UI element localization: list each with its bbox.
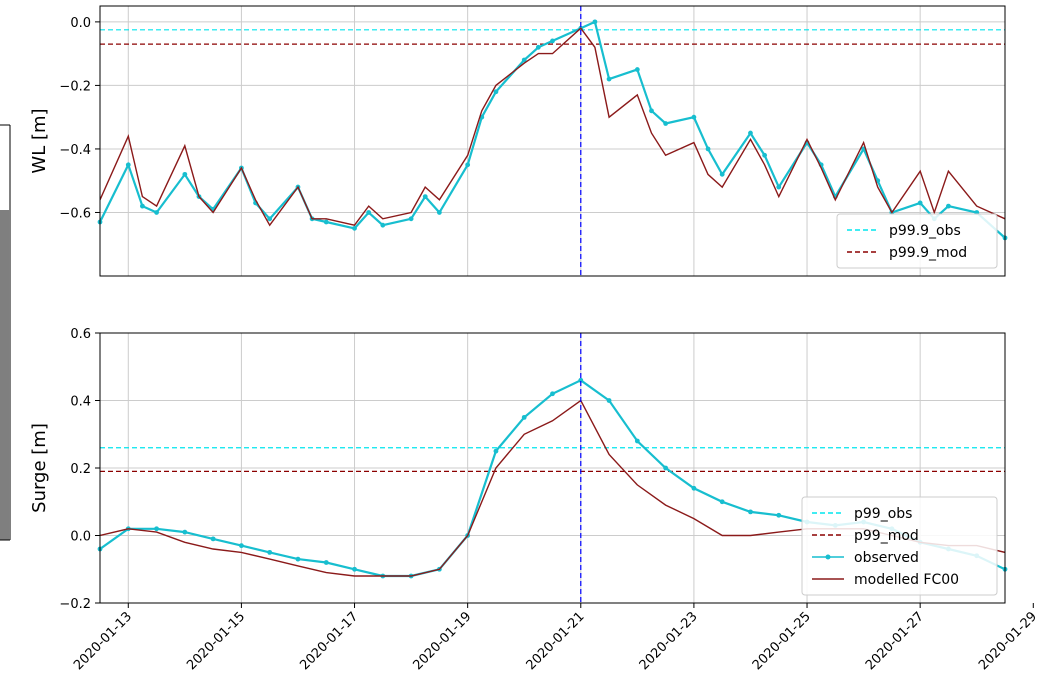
y-tick-label: −0.2 bbox=[59, 597, 91, 612]
observed-point bbox=[239, 543, 244, 549]
series-line-modelled-fc00 bbox=[100, 27, 1005, 227]
wl-y-ticks: 0.0 −0.2 −0.4 −0.6 bbox=[59, 16, 100, 221]
observed-point bbox=[295, 556, 301, 562]
x-tick-label: 2020-01-13 bbox=[71, 609, 135, 673]
legend-box bbox=[801, 496, 998, 596]
observed-point bbox=[352, 566, 357, 572]
y-tick-label: −0.4 bbox=[59, 143, 91, 158]
observed-point bbox=[182, 529, 188, 535]
left-panel-fragment bbox=[0, 124, 11, 541]
legend-label: p99_mod bbox=[854, 528, 919, 544]
x-tick-label: 2020-01-21 bbox=[524, 609, 588, 673]
wl-grid bbox=[100, 6, 1005, 276]
observed-point bbox=[154, 526, 159, 532]
observed-point bbox=[634, 67, 640, 72]
observed-point bbox=[408, 216, 414, 222]
wl-panel: 0.0 −0.2 −0.4 −0.6 WL [m] p99.9_obs p99.9_mo… bbox=[29, 5, 1008, 277]
observed-point bbox=[748, 509, 753, 515]
surge-y-ticks: −0.2 0.0 0.2 0.4 0.6 bbox=[59, 327, 100, 612]
x-tick-label: 2020-01-17 bbox=[297, 609, 361, 673]
observed-point bbox=[776, 512, 782, 518]
observed-point bbox=[352, 225, 357, 231]
observed-point bbox=[521, 414, 527, 420]
legend-label: modelled FC00 bbox=[854, 572, 959, 588]
observed-point bbox=[493, 89, 499, 95]
y-tick-label: 0.4 bbox=[70, 395, 91, 410]
y-tick-label: 0.6 bbox=[70, 327, 91, 342]
observed-point bbox=[776, 184, 782, 190]
observed-point bbox=[422, 194, 428, 199]
observed-point bbox=[436, 210, 442, 215]
surge-y-axis-label: Surge [m] bbox=[29, 423, 50, 513]
observed-point bbox=[946, 203, 951, 209]
observed-point bbox=[705, 146, 711, 152]
observed-point bbox=[762, 152, 768, 158]
observed-point bbox=[521, 57, 527, 63]
legend-box bbox=[836, 213, 998, 269]
y-tick-label: 0.2 bbox=[70, 462, 91, 477]
legend-label: observed bbox=[854, 550, 919, 566]
observed-point bbox=[380, 222, 386, 228]
observed-point bbox=[366, 210, 372, 215]
observed-point bbox=[182, 171, 188, 177]
observed-point bbox=[267, 549, 273, 555]
x-tick-label: 2020-01-19 bbox=[410, 609, 474, 673]
wl-legend: p99.9_obs p99.9_mod bbox=[836, 213, 998, 269]
observed-point bbox=[267, 216, 273, 222]
x-ticks: 2020-01-13 2020-01-15 2020-01-17 2020-01-19… bbox=[71, 603, 1040, 673]
observed-point bbox=[606, 76, 612, 82]
observed-point bbox=[748, 130, 753, 136]
x-tick-label: 2020-01-29 bbox=[976, 609, 1040, 673]
series-line-observed bbox=[100, 20, 1005, 239]
x-tick-label: 2020-01-25 bbox=[750, 609, 814, 673]
observed-point bbox=[323, 219, 329, 225]
observed-point bbox=[917, 200, 923, 206]
wl-threshold-lines bbox=[100, 29, 1005, 45]
observed-point bbox=[154, 210, 159, 215]
legend-marker bbox=[825, 554, 831, 560]
observed-point bbox=[691, 485, 697, 491]
observed-point bbox=[719, 499, 725, 505]
observed-point bbox=[649, 108, 654, 114]
observed-point bbox=[210, 536, 216, 542]
legend-label: p99_obs bbox=[854, 506, 912, 522]
y-tick-label: −0.6 bbox=[59, 206, 91, 221]
y-tick-label: 0.0 bbox=[70, 530, 91, 545]
observed-point bbox=[663, 465, 669, 471]
wl-series bbox=[97, 19, 1008, 241]
observed-point bbox=[719, 171, 725, 177]
observed-point bbox=[578, 377, 584, 383]
x-tick-label: 2020-01-15 bbox=[184, 609, 248, 673]
surge-threshold-lines bbox=[100, 447, 1005, 472]
surge-panel: −0.20.00.20.40.6 2020-01-13 2020-01-15 202… bbox=[29, 327, 1040, 673]
observed-point bbox=[550, 38, 555, 44]
x-tick-label: 2020-01-27 bbox=[863, 609, 927, 673]
y-tick-label: 0.0 bbox=[70, 16, 91, 31]
observed-point bbox=[125, 162, 131, 168]
observed-point bbox=[535, 44, 541, 50]
observed-point bbox=[592, 19, 598, 25]
observed-point bbox=[663, 121, 669, 126]
surge-legend: p99_obs p99_mod observed modelled FC00 bbox=[801, 496, 998, 596]
legend-label: p99.9_mod bbox=[889, 245, 967, 261]
wl-y-axis-label: WL [m] bbox=[29, 108, 50, 173]
wl-axes-frame bbox=[99, 5, 1006, 277]
observed-point bbox=[550, 391, 555, 397]
observed-point bbox=[323, 560, 329, 565]
observed-point bbox=[465, 162, 471, 168]
observed-point bbox=[634, 438, 640, 444]
y-tick-label: −0.2 bbox=[59, 79, 91, 94]
observed-point bbox=[493, 448, 499, 454]
observed-point bbox=[691, 114, 697, 120]
legend-label: p99.9_obs bbox=[889, 223, 961, 239]
observed-point bbox=[140, 203, 145, 209]
x-tick-label: 2020-01-23 bbox=[637, 609, 701, 673]
observed-point bbox=[606, 398, 612, 403]
